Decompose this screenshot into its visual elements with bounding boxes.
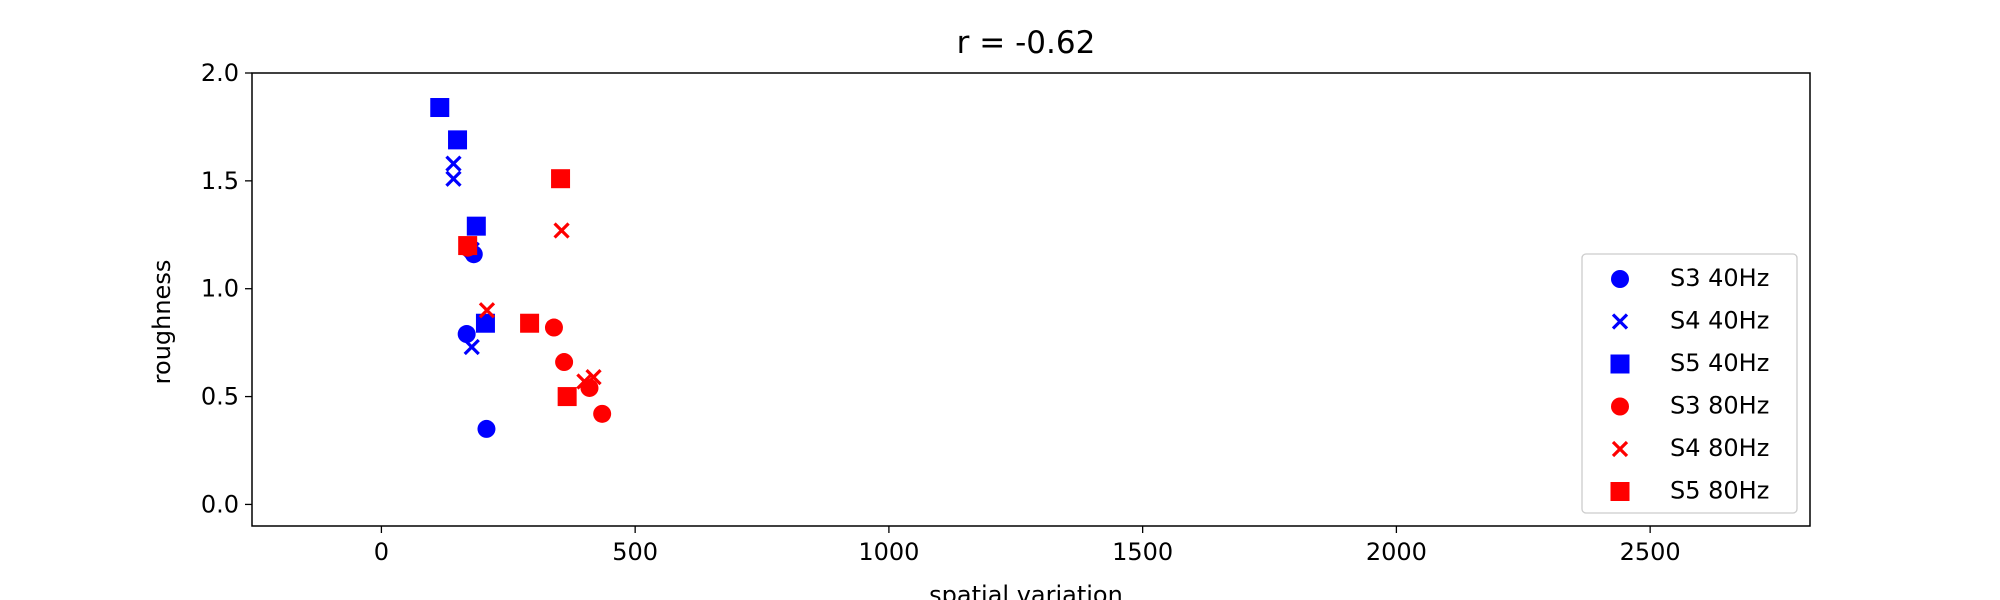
- point-s5-80hz: [458, 236, 478, 256]
- x-tick-label: 2500: [1620, 538, 1681, 566]
- legend-label: S4 40Hz: [1670, 307, 1769, 335]
- legend-label: S4 80Hz: [1670, 434, 1769, 462]
- x-tick-label: 2000: [1366, 538, 1427, 566]
- x-axis-title: spatial variation: [929, 581, 1123, 600]
- legend-label: S5 40Hz: [1670, 349, 1769, 377]
- point-s5-40hz: [475, 313, 495, 333]
- point-s4-80hz: [478, 302, 496, 319]
- legend: S3 40Hz S4 40Hz S5 40Hz S3 80Hz S4 80Hz S5 80…: [1581, 253, 1798, 514]
- point-s4-80hz: [553, 222, 570, 239]
- y-tick-label: 0.5: [201, 383, 239, 411]
- point-s3-80hz: [544, 318, 563, 337]
- point-s4-80hz: [585, 369, 602, 386]
- axes: 0 500 1000 1500 2000 2500 0.0 0.5 1.0 1.5 2.0: [201, 59, 1811, 566]
- legend-item-s4-40hz: S4 40Hz: [1611, 307, 1769, 335]
- legend-label: S3 40Hz: [1670, 264, 1769, 292]
- point-s4-40hz: [463, 338, 480, 356]
- point-s5-40hz: [448, 130, 468, 150]
- point-s4-80hz: [576, 373, 593, 390]
- legend-marker-s3-40hz: [1611, 270, 1629, 288]
- legend-item-s3-40hz: S3 40Hz: [1611, 264, 1769, 292]
- legend-label: S5 80Hz: [1670, 477, 1769, 505]
- legend-item-s3-80hz: S3 80Hz: [1611, 392, 1769, 420]
- plot-area: [430, 98, 612, 438]
- point-s5-40hz: [466, 216, 486, 236]
- y-tick-label: 2.0: [201, 59, 239, 87]
- point-s3-80hz: [555, 353, 574, 372]
- y-axis-title: roughness: [148, 260, 176, 385]
- y-tick-label: 1.0: [201, 275, 239, 303]
- legend-marker-s3-80hz: [1611, 397, 1629, 416]
- legend-box: [1581, 253, 1798, 514]
- legend-marker-s4-80hz: [1611, 440, 1629, 458]
- axes-frame: [251, 72, 1811, 527]
- point-s4-40hz: [445, 155, 462, 172]
- x-tick-label: 1500: [1112, 538, 1173, 566]
- x-tick-label: 1000: [858, 538, 919, 566]
- legend-marker-s5-40hz: [1610, 354, 1630, 374]
- chart-title: r = -0.62: [957, 25, 1096, 61]
- y-tick-label: 0.0: [201, 490, 239, 518]
- point-s3-40hz: [477, 419, 496, 438]
- legend-item-s5-40hz: S5 40Hz: [1610, 349, 1769, 377]
- point-s5-80hz: [520, 313, 540, 333]
- point-s4-40hz: [445, 170, 462, 187]
- point-s5-80hz: [551, 169, 571, 189]
- legend-item-s4-80hz: S4 80Hz: [1611, 434, 1769, 462]
- point-s3-40hz: [457, 325, 476, 344]
- point-s5-80hz: [557, 387, 577, 407]
- legend-label: S3 80Hz: [1670, 392, 1769, 420]
- point-s3-80hz: [593, 404, 612, 423]
- x-tick-label: 0: [374, 538, 389, 566]
- legend-marker-s4-40hz: [1611, 313, 1629, 330]
- legend-marker-s5-80hz: [1610, 482, 1630, 501]
- legend-item-s5-80hz: S5 80Hz: [1610, 477, 1769, 505]
- x-tick-label: 500: [612, 538, 658, 566]
- y-tick-label: 1.5: [201, 167, 239, 195]
- point-s5-40hz: [430, 98, 450, 118]
